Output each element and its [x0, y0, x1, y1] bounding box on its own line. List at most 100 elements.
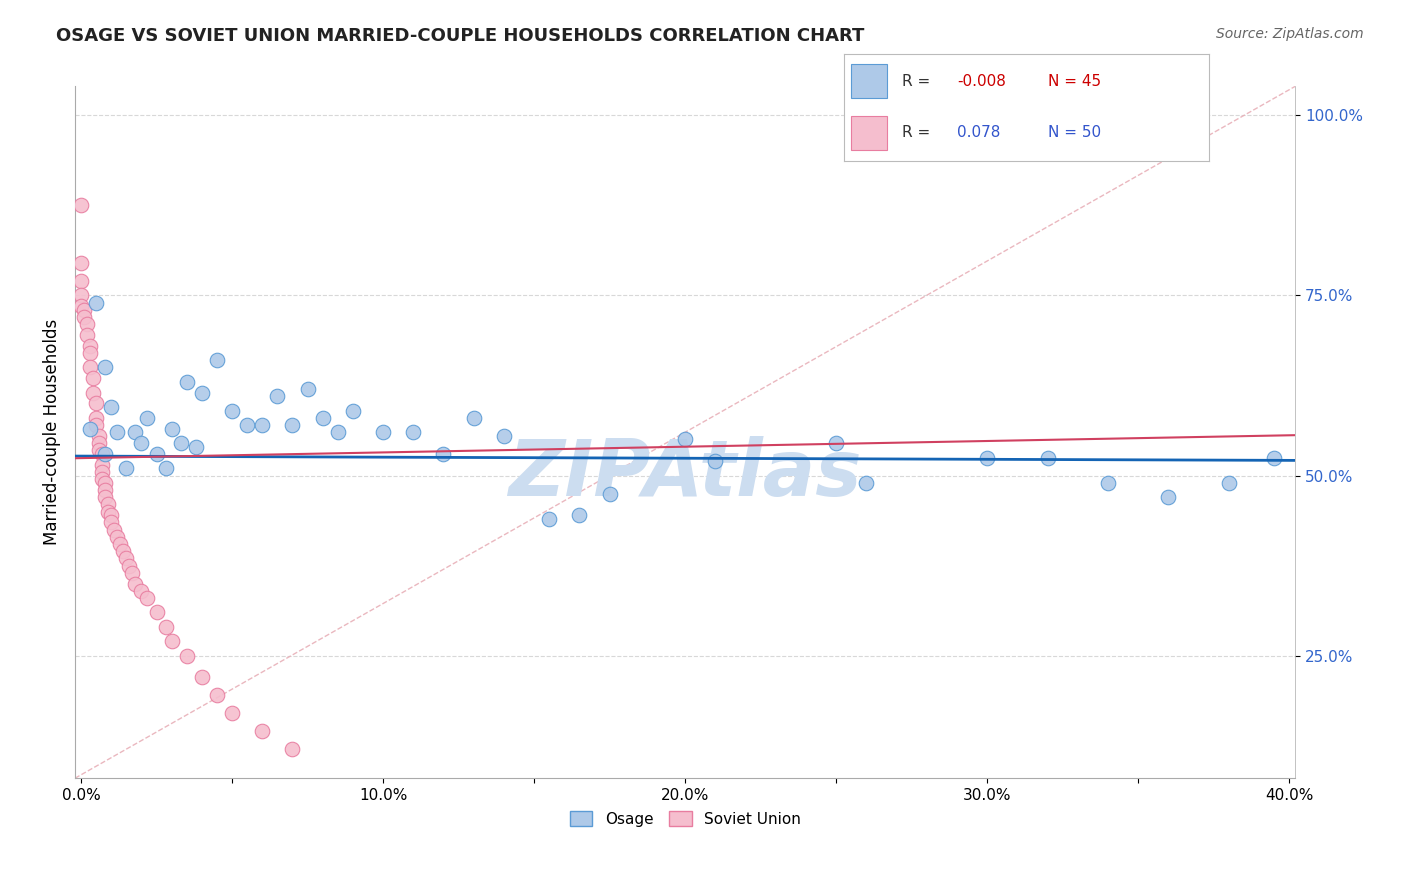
- Legend: Osage, Soviet Union: Osage, Soviet Union: [564, 805, 807, 833]
- Point: [73, 310, 96, 324]
- Point: [70, 288, 93, 302]
- FancyBboxPatch shape: [851, 116, 887, 150]
- Point: [1036, 450, 1059, 465]
- Point: [176, 375, 198, 389]
- Point: [1097, 475, 1119, 490]
- Point: [463, 410, 485, 425]
- Point: [160, 422, 183, 436]
- Point: [115, 551, 138, 566]
- Point: [124, 576, 146, 591]
- Point: [342, 403, 364, 417]
- Point: [155, 620, 177, 634]
- Point: [136, 410, 159, 425]
- Text: ZIPAtlas: ZIPAtlas: [509, 436, 862, 512]
- Point: [100, 508, 122, 523]
- Point: [704, 454, 727, 468]
- Point: [79, 339, 101, 353]
- Point: [118, 558, 141, 573]
- Text: R =: R =: [903, 74, 935, 89]
- Point: [673, 433, 696, 447]
- Point: [855, 475, 877, 490]
- Point: [91, 458, 114, 472]
- Point: [155, 461, 177, 475]
- Point: [326, 425, 349, 440]
- Point: [91, 447, 114, 461]
- Text: -0.008: -0.008: [957, 74, 1005, 89]
- Point: [76, 317, 98, 331]
- Point: [281, 742, 304, 756]
- Point: [105, 530, 128, 544]
- Point: [84, 396, 107, 410]
- Point: [145, 606, 167, 620]
- Point: [76, 328, 98, 343]
- Point: [105, 425, 128, 440]
- Point: [115, 461, 138, 475]
- Point: [281, 418, 304, 433]
- Point: [91, 465, 114, 479]
- Point: [112, 544, 135, 558]
- Point: [538, 512, 561, 526]
- Point: [94, 447, 117, 461]
- Point: [84, 418, 107, 433]
- Point: [191, 670, 214, 684]
- Point: [170, 436, 193, 450]
- Point: [205, 689, 228, 703]
- Point: [100, 400, 122, 414]
- Point: [311, 410, 333, 425]
- Text: N = 50: N = 50: [1049, 125, 1101, 140]
- Point: [236, 418, 259, 433]
- Point: [145, 447, 167, 461]
- Point: [205, 353, 228, 368]
- Point: [191, 385, 214, 400]
- Point: [84, 295, 107, 310]
- Point: [82, 371, 104, 385]
- Point: [402, 425, 425, 440]
- Text: R =: R =: [903, 125, 935, 140]
- Point: [84, 410, 107, 425]
- Point: [94, 490, 117, 504]
- Point: [94, 360, 117, 375]
- Point: [371, 425, 394, 440]
- Point: [252, 418, 274, 433]
- Point: [252, 724, 274, 739]
- Point: [70, 274, 93, 288]
- Point: [184, 440, 207, 454]
- Y-axis label: Married-couple Households: Married-couple Households: [44, 319, 60, 545]
- Point: [1218, 475, 1240, 490]
- Point: [221, 403, 243, 417]
- Point: [103, 523, 125, 537]
- Point: [94, 475, 117, 490]
- FancyBboxPatch shape: [851, 64, 887, 98]
- Point: [1157, 490, 1180, 504]
- Point: [124, 425, 146, 440]
- Point: [79, 360, 101, 375]
- Text: N = 45: N = 45: [1049, 74, 1101, 89]
- Point: [568, 508, 591, 523]
- Point: [221, 706, 243, 721]
- Point: [297, 382, 319, 396]
- Point: [91, 472, 114, 486]
- Point: [70, 256, 93, 270]
- Text: OSAGE VS SOVIET UNION MARRIED-COUPLE HOUSEHOLDS CORRELATION CHART: OSAGE VS SOVIET UNION MARRIED-COUPLE HOU…: [56, 27, 865, 45]
- Point: [136, 591, 159, 605]
- Point: [160, 634, 183, 648]
- Point: [492, 429, 515, 443]
- Point: [131, 436, 153, 450]
- Point: [89, 429, 111, 443]
- Point: [131, 583, 153, 598]
- Point: [82, 385, 104, 400]
- Point: [89, 436, 111, 450]
- Point: [266, 389, 288, 403]
- Point: [110, 537, 132, 551]
- Point: [97, 497, 120, 511]
- Point: [73, 302, 96, 317]
- Point: [97, 505, 120, 519]
- Point: [121, 566, 143, 580]
- Point: [79, 346, 101, 360]
- Point: [100, 516, 122, 530]
- Point: [432, 447, 454, 461]
- Point: [599, 486, 621, 500]
- Point: [70, 299, 93, 313]
- Point: [176, 648, 198, 663]
- Point: [89, 443, 111, 458]
